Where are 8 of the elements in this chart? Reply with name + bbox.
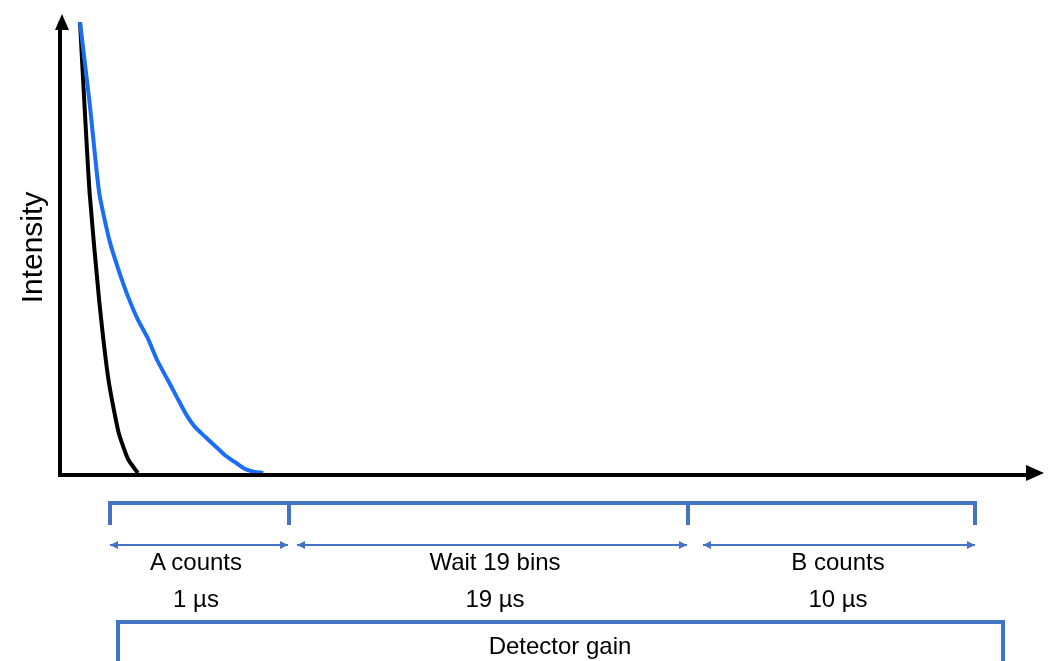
text: A counts	[149, 548, 243, 575]
text: 10 µs	[808, 585, 868, 612]
text: B counts	[791, 548, 885, 575]
text: Wait 19 bins	[429, 548, 561, 575]
text: 1 µs	[173, 585, 219, 612]
text: 19 µs	[465, 585, 525, 612]
y-axis-title: Intensity	[14, 191, 48, 304]
text: Detector gain	[488, 632, 632, 659]
